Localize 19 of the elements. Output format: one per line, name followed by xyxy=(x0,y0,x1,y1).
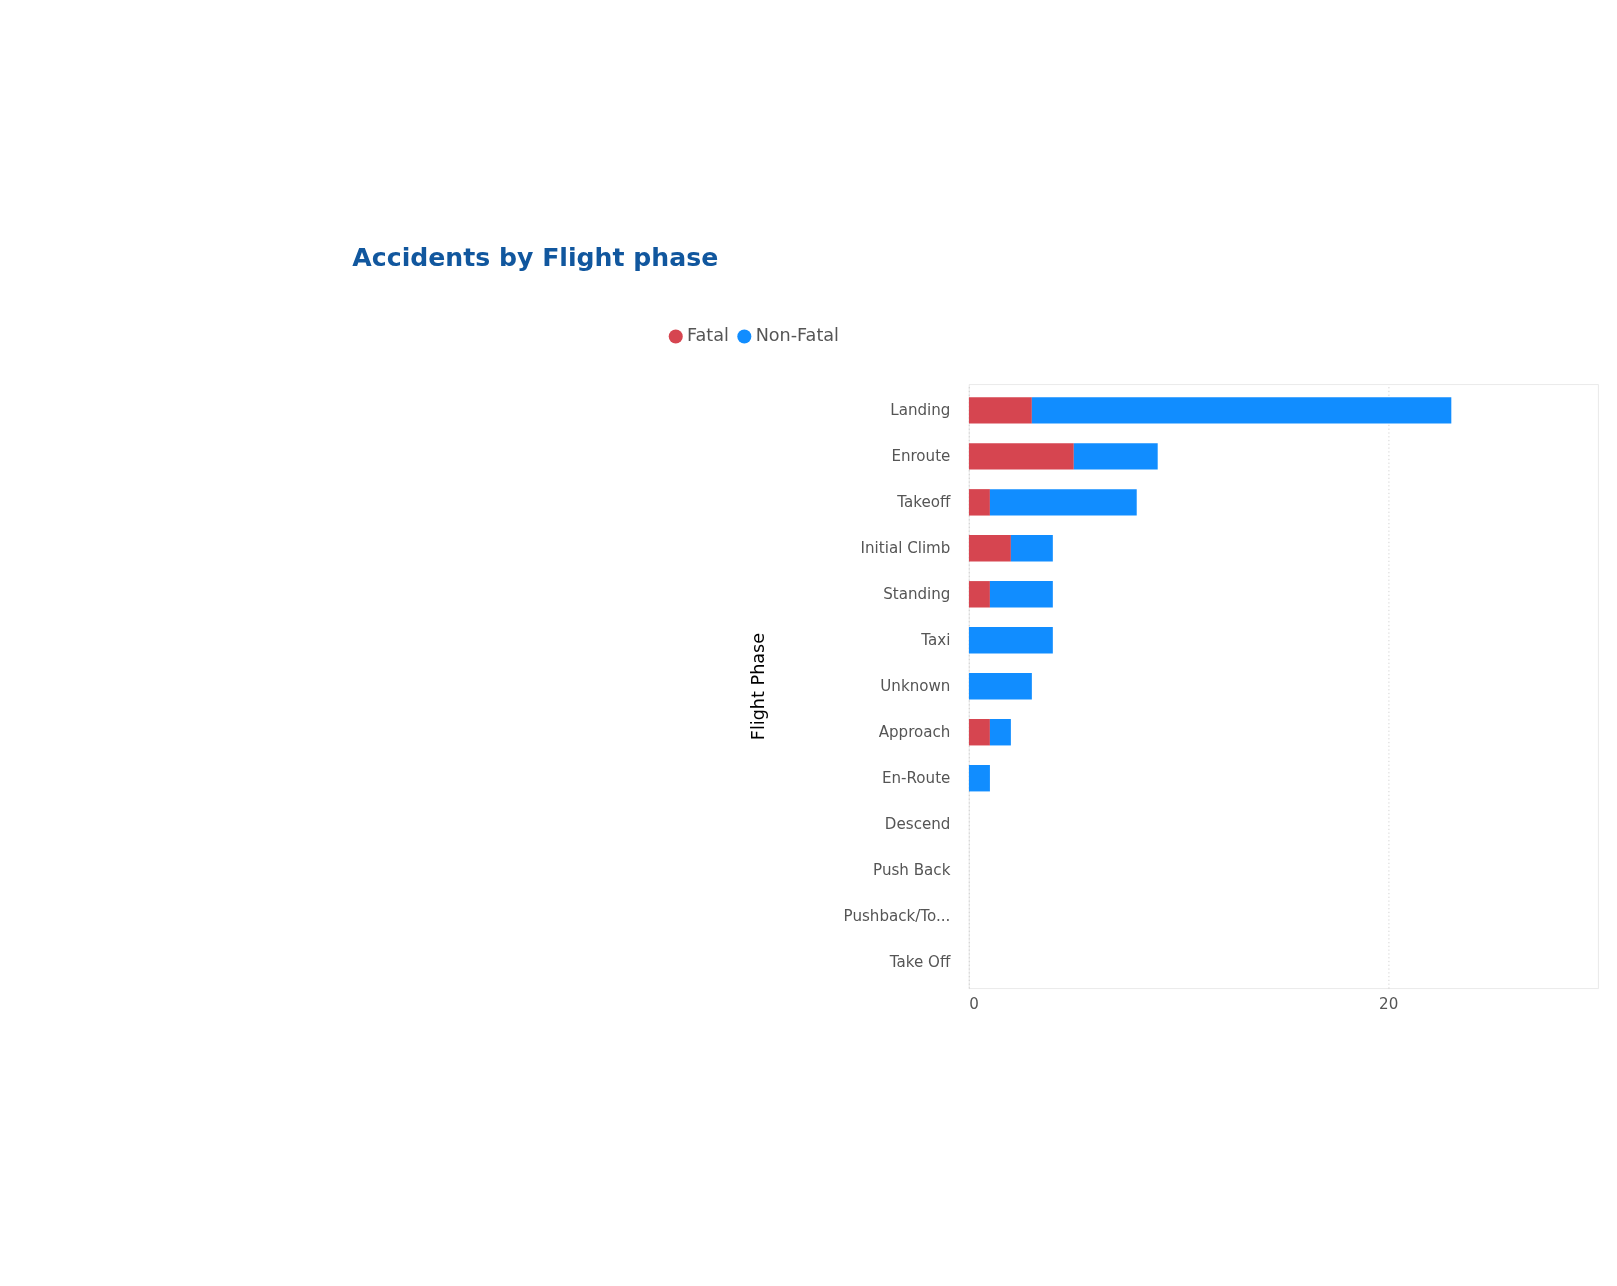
y-tick-label: Approach xyxy=(878,722,951,741)
y-tick-label: Take Off xyxy=(888,952,951,971)
y-tick-label: Descend xyxy=(884,814,951,833)
y-tick-label: Enroute xyxy=(891,447,951,466)
y-tick-label: Takeoff xyxy=(896,493,951,512)
y-tick-label: Push Back xyxy=(873,860,951,879)
legend-label: Non-Fatal xyxy=(755,325,840,346)
y-tick-label: Pushback/To... xyxy=(843,906,951,925)
y-tick-label: Initial Climb xyxy=(860,539,951,558)
y-axis-title: Flight Phase xyxy=(748,632,769,741)
y-tick-label: Landing xyxy=(890,401,951,420)
text: Accidents by Flight phase xyxy=(352,242,719,272)
y-tick-label: Unknown xyxy=(880,676,951,695)
y-tick-label: Taxi xyxy=(920,631,951,649)
x-tick-label: 20 xyxy=(1379,995,1399,1014)
x-tick-label: 0 xyxy=(969,995,979,1014)
y-tick-label: Standing xyxy=(883,585,951,604)
legend-label: Fatal xyxy=(687,325,729,346)
y-tick-label: En-Route xyxy=(882,768,951,787)
